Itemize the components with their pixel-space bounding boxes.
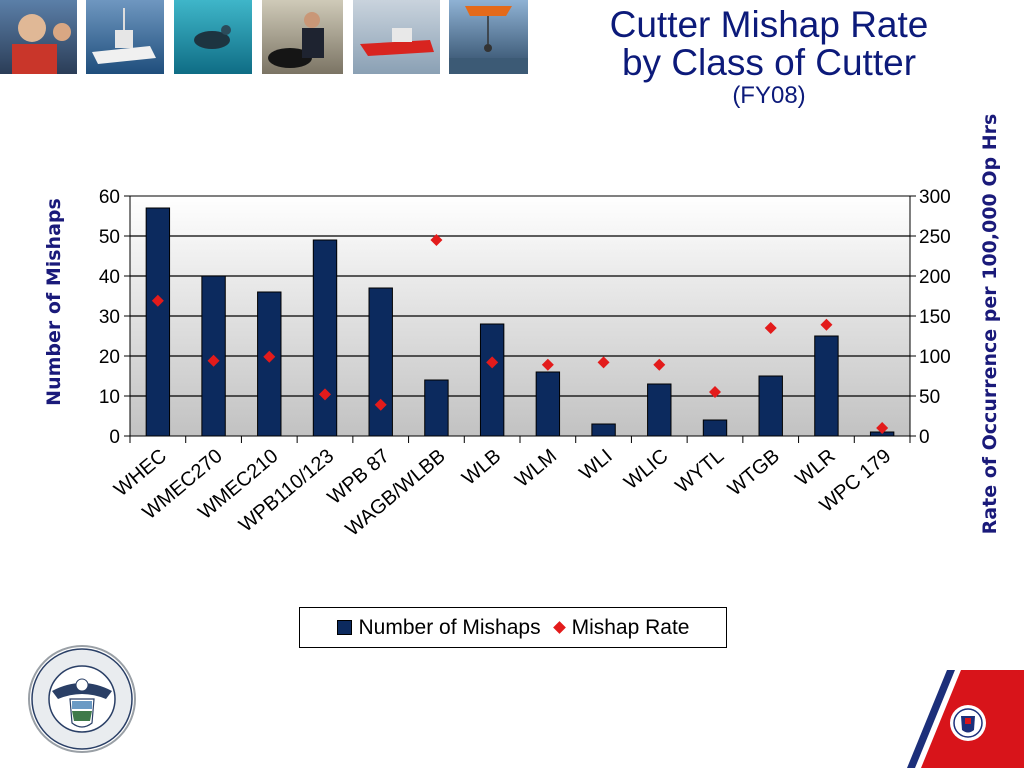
category-label: WLM bbox=[511, 445, 561, 492]
left-tick-label: 0 bbox=[109, 427, 120, 448]
rate-marker-wli bbox=[597, 356, 610, 369]
chart-subtitle: (FY08) bbox=[732, 82, 806, 109]
rate-marker-wlic bbox=[653, 358, 666, 371]
right-tick-label: 0 bbox=[919, 427, 930, 448]
category-label: WYTL bbox=[672, 445, 729, 498]
bar-whec bbox=[145, 207, 171, 437]
dhs-seal-logo bbox=[26, 645, 138, 758]
left-tick-label: 50 bbox=[99, 227, 120, 248]
rate-marker-wytl bbox=[709, 386, 721, 398]
right-tick-label: 150 bbox=[919, 307, 951, 328]
rate-marker-wpb110-123 bbox=[319, 388, 331, 401]
photo-strip bbox=[0, 0, 530, 81]
axes bbox=[129, 436, 911, 443]
chart-title-line2: by Class of Cutter bbox=[621, 42, 917, 83]
rate-marker-wlm bbox=[541, 358, 554, 371]
y2-axis-label: Rate of Occurrence per 100,000 Op Hrs bbox=[979, 114, 1001, 535]
left-axis-ticks: 0 10 20 30 40 50 60 bbox=[99, 187, 130, 448]
crew-member-photo bbox=[0, 0, 77, 74]
rate-marker-whec bbox=[151, 294, 164, 307]
category-label: WLI bbox=[575, 445, 616, 485]
right-tick-label: 100 bbox=[919, 347, 951, 368]
category-label: WPB110/123 bbox=[235, 445, 338, 537]
left-tick-label: 40 bbox=[99, 267, 120, 288]
photo-strip-graphics bbox=[0, 0, 528, 74]
rate-marker-wagb-wlbb bbox=[430, 234, 443, 246]
right-tick-label: 250 bbox=[919, 227, 951, 248]
left-tick-label: 60 bbox=[99, 187, 120, 208]
chart-title-line1: Cutter Mishap Rate bbox=[609, 4, 929, 45]
right-tick-label: 50 bbox=[919, 387, 940, 408]
bar-wlm bbox=[535, 371, 561, 437]
rate-markers-series bbox=[151, 234, 889, 434]
category-label: WLIC bbox=[620, 445, 672, 494]
legend-bar-swatch bbox=[336, 620, 352, 635]
response-boat-photo bbox=[353, 0, 440, 74]
bars-series bbox=[145, 207, 895, 437]
category-label: WTGB bbox=[724, 445, 784, 500]
category-label: WAGB/WLBB bbox=[342, 445, 450, 541]
rate-marker-wmec270 bbox=[207, 354, 220, 367]
right-tick-label: 200 bbox=[919, 267, 951, 288]
uscg-stripe-logo bbox=[905, 670, 1024, 773]
chart: 0 10 20 30 40 50 60 0 50 100 150 200 250 300 WHECWME… bbox=[43, 114, 1001, 541]
legend-diamond-swatch bbox=[552, 621, 566, 634]
legend-item-rate: Mishap Rate bbox=[551, 615, 690, 640]
bar-wagb-wlbb bbox=[424, 379, 449, 437]
rate-marker-wmec210 bbox=[263, 350, 276, 363]
legend-label-mishaps: Number of Mishaps bbox=[358, 615, 541, 639]
rate-marker-wlr bbox=[820, 318, 833, 331]
rate-marker-wtgb bbox=[764, 322, 777, 334]
canine-team-photo bbox=[262, 0, 343, 74]
bar-wli bbox=[591, 423, 616, 437]
rate-marker-wlb bbox=[486, 356, 499, 369]
helicopter-rescue-photo bbox=[449, 0, 528, 74]
legend-label-rate: Mishap Rate bbox=[571, 615, 690, 639]
diver-photo bbox=[174, 0, 252, 74]
left-tick-label: 30 bbox=[99, 307, 120, 328]
category-label: WLB bbox=[458, 445, 505, 490]
dhs-seal-graphic bbox=[28, 645, 136, 753]
bar-wpb-87 bbox=[368, 287, 393, 437]
bar-wpb110-123 bbox=[312, 239, 338, 437]
bar-wytl bbox=[702, 419, 728, 437]
bar-wtgb bbox=[758, 375, 783, 437]
patrol-boat-photo bbox=[86, 0, 164, 74]
bar-wlb bbox=[479, 323, 505, 437]
legend-item-mishaps: Number of Mishaps bbox=[336, 615, 541, 640]
bar-wmec210 bbox=[257, 291, 282, 437]
right-tick-label: 300 bbox=[919, 187, 951, 208]
category-label: WLR bbox=[791, 445, 839, 490]
bar-wlic bbox=[647, 383, 672, 437]
title-block: Cutter Mishap Rate by Class of Cutter (F… bbox=[560, 6, 978, 110]
y-axis-label: Number of Mishaps bbox=[43, 198, 65, 406]
rate-marker-wpb-87 bbox=[374, 398, 387, 411]
right-axis-ticks: 0 50 100 150 200 250 300 bbox=[910, 187, 951, 448]
left-tick-label: 10 bbox=[99, 387, 120, 408]
rate-marker-wpc-179 bbox=[876, 422, 889, 434]
uscg-stripe-graphic bbox=[907, 670, 1024, 768]
bar-wlr bbox=[814, 335, 839, 437]
legend: Number of Mishaps Mishap Rate bbox=[299, 607, 727, 648]
left-tick-label: 20 bbox=[99, 347, 120, 368]
